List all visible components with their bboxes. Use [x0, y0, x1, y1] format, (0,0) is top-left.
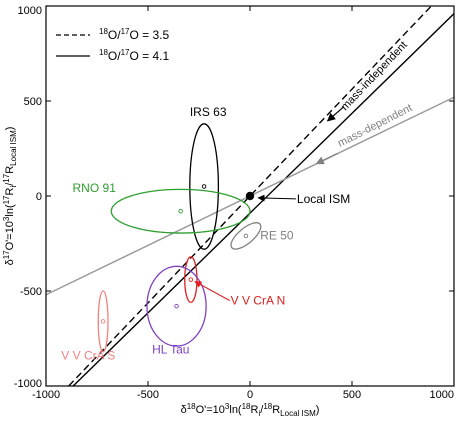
x-tick-label-0: -1000	[32, 389, 60, 401]
source-label-4: HL Tau	[152, 343, 189, 357]
x-axis-label: δ18O'=103ln(18Ri/18RLocal ISM)	[181, 402, 320, 418]
y-tick-label-1: -500	[20, 286, 42, 298]
y-tick-label-0: -1000	[14, 378, 42, 390]
source-label-5: V V CrA S	[61, 348, 115, 362]
y-axis-label: δ17O'=103ln(17Ri/17RLocal ISM)	[2, 127, 18, 266]
y-tick-label-4: 1000	[18, 5, 42, 17]
local-ism-arrow	[257, 194, 296, 202]
y-tick-label-3: 500	[24, 96, 42, 108]
source-label-2: RE 50	[260, 229, 294, 243]
annotation-arrow-0	[326, 106, 345, 122]
source-center-3	[188, 277, 194, 282]
source-label-1: RNO 91	[73, 181, 117, 195]
source-label-0: IRS 63	[190, 105, 227, 119]
source-ellipse-1	[110, 188, 251, 234]
source-center-4	[174, 303, 179, 309]
x-tick-label-2: 0	[247, 389, 253, 401]
source-label-3: V V CrA N	[231, 293, 286, 307]
annotation-label-0: mass-independent	[339, 39, 410, 113]
x-tick-label-4: 1000	[430, 389, 454, 401]
source-center-2	[243, 233, 249, 239]
source-ellipse-4	[146, 265, 207, 347]
x-tick-label-3: 500	[343, 389, 361, 401]
local-ism-label: Local ISM	[297, 192, 350, 206]
source-arrow-3	[194, 281, 230, 301]
legend-label-0: 18O/17O = 3.5	[99, 27, 170, 42]
source-center-0	[201, 184, 207, 189]
local-ism-point	[245, 191, 255, 201]
annotation-arrow-1	[315, 152, 338, 165]
source-ellipse-0	[189, 123, 220, 250]
legend-label-1: 18O/17O = 4.1	[99, 48, 170, 63]
source-center-5	[100, 319, 106, 324]
y-tick-label-2: 0	[36, 191, 42, 203]
source-center-1	[178, 208, 183, 214]
source-ellipse-3	[184, 256, 198, 304]
x-tick-label-1: -500	[137, 389, 159, 401]
source-ellipse-2	[230, 222, 262, 250]
source-ellipse-5	[97, 290, 109, 353]
